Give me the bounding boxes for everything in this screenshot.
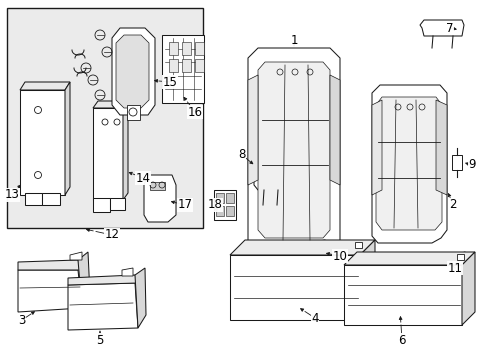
Polygon shape (229, 240, 374, 255)
Polygon shape (65, 82, 70, 195)
Polygon shape (68, 283, 138, 330)
Polygon shape (214, 190, 236, 220)
Polygon shape (329, 75, 339, 185)
Polygon shape (195, 59, 203, 72)
Polygon shape (169, 59, 178, 72)
Polygon shape (135, 268, 146, 328)
Polygon shape (93, 108, 123, 200)
Text: 17: 17 (177, 198, 192, 211)
Polygon shape (195, 42, 203, 55)
Polygon shape (456, 254, 463, 260)
Polygon shape (7, 8, 203, 228)
Polygon shape (127, 105, 140, 120)
Polygon shape (451, 155, 461, 170)
Text: 1: 1 (290, 33, 297, 46)
Polygon shape (68, 275, 138, 285)
Polygon shape (216, 206, 224, 216)
Polygon shape (78, 252, 90, 308)
Polygon shape (435, 100, 446, 195)
Polygon shape (169, 42, 178, 55)
Polygon shape (143, 175, 176, 222)
Text: 5: 5 (96, 333, 103, 346)
Polygon shape (343, 252, 474, 265)
Polygon shape (419, 20, 463, 36)
Polygon shape (150, 182, 164, 190)
Text: 6: 6 (397, 333, 405, 346)
Text: 2: 2 (448, 198, 456, 211)
Text: 10: 10 (332, 249, 347, 262)
Text: 7: 7 (446, 22, 453, 35)
Polygon shape (247, 75, 258, 185)
Polygon shape (110, 198, 125, 210)
Polygon shape (162, 35, 203, 103)
Polygon shape (225, 193, 234, 203)
Text: 15: 15 (162, 76, 177, 89)
Polygon shape (182, 59, 191, 72)
Polygon shape (216, 193, 224, 203)
Polygon shape (295, 240, 332, 270)
Polygon shape (354, 242, 361, 248)
Polygon shape (225, 206, 234, 216)
Text: 8: 8 (238, 148, 245, 162)
Polygon shape (343, 265, 461, 325)
Polygon shape (93, 198, 110, 212)
Polygon shape (25, 193, 42, 205)
Polygon shape (18, 260, 82, 270)
Text: 9: 9 (468, 158, 475, 171)
Polygon shape (122, 268, 133, 276)
Polygon shape (123, 101, 128, 200)
Polygon shape (461, 252, 474, 325)
Text: 14: 14 (135, 171, 150, 184)
Text: 13: 13 (4, 189, 20, 202)
Polygon shape (371, 100, 381, 195)
Polygon shape (253, 155, 289, 190)
Polygon shape (93, 101, 128, 108)
Polygon shape (116, 35, 149, 108)
Text: 3: 3 (18, 314, 26, 327)
Text: 4: 4 (311, 311, 318, 324)
Text: 18: 18 (207, 198, 222, 211)
Polygon shape (371, 85, 446, 243)
Polygon shape (42, 193, 60, 205)
Polygon shape (18, 270, 82, 312)
Polygon shape (70, 252, 82, 260)
Polygon shape (433, 252, 471, 292)
Text: 12: 12 (104, 229, 119, 242)
Polygon shape (20, 90, 65, 195)
Polygon shape (112, 28, 155, 115)
Polygon shape (359, 240, 374, 320)
Polygon shape (258, 62, 329, 238)
Polygon shape (375, 97, 441, 230)
Polygon shape (182, 42, 191, 55)
Polygon shape (20, 82, 70, 90)
Polygon shape (229, 255, 359, 320)
Text: 16: 16 (187, 105, 202, 118)
Text: 11: 11 (447, 261, 462, 274)
Polygon shape (247, 48, 339, 255)
